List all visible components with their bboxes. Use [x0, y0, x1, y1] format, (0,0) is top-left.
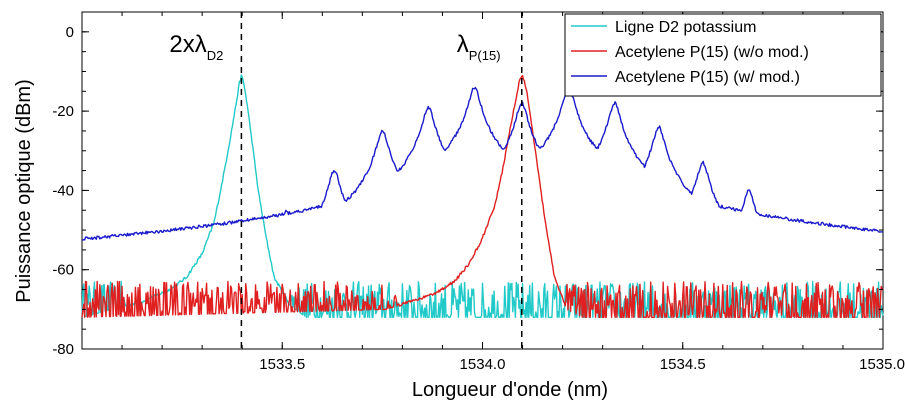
legend-box: [564, 13, 882, 97]
y-axis-label: Puissance optique (dBm): [13, 79, 35, 302]
wavelength-markers: 2xλD2 λP(15): [169, 12, 523, 349]
marker-label-2: λP(15): [457, 31, 501, 63]
y-tick-label: -80: [52, 341, 74, 358]
legend: Ligne D2 potassium Acetylene P(15) (w/o m…: [564, 13, 882, 97]
marker-label-1: 2xλD2: [169, 31, 223, 63]
series-lines: [81, 74, 884, 318]
series-line-2: [81, 74, 884, 318]
legend-label: Ligne D2 potassium: [615, 19, 756, 36]
x-tick-label: 1534.5: [660, 356, 706, 373]
legend-label: Acetylene P(15) (w/ mod.): [615, 69, 800, 86]
y-tick-label: 0: [66, 24, 74, 41]
x-axis-label: Longueur d'onde (nm): [412, 379, 608, 401]
x-tick-label: 1534.0: [460, 356, 506, 373]
y-tick-label: -40: [52, 182, 74, 199]
series-line-3: [81, 85, 884, 241]
y-tick-label: -20: [52, 103, 74, 120]
x-tick-label: 1535.0: [859, 356, 905, 373]
x-tick-label: 1533.5: [259, 356, 305, 373]
legend-label: Acetylene P(15) (w/o mod.): [615, 44, 809, 61]
y-tick-label: -60: [52, 262, 74, 279]
axes: 1533.5 1534.0 1534.5 1535.0 0 -20 -40 -60 -80: [52, 12, 905, 373]
